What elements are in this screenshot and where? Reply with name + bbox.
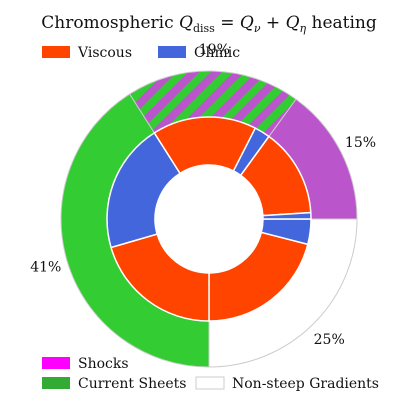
percent-label-current-sheets: 41% [30, 259, 61, 275]
legend-label-shocks: Shocks [78, 356, 129, 372]
percent-label-non-steep-gradients: 25% [314, 332, 345, 348]
legend-bottom: Shocks Current Sheets Non-steep Gradient… [42, 356, 379, 392]
legend-label-non-steep-gradients: Non-steep Gradients [232, 376, 379, 392]
legend-label-current-sheets: Current Sheets [78, 376, 186, 392]
legend-swatch-ohmic [158, 46, 186, 58]
percent-label-current-sheets-shocks: 19% [199, 42, 230, 58]
inner-slice-shocks-ohmic [262, 211, 312, 220]
percent-label-shocks: 15% [345, 135, 376, 151]
percent-labels: 25% 41% 19% 15% [30, 42, 376, 348]
legend-swatch-shocks [42, 357, 70, 369]
inner-ring [106, 116, 312, 322]
legend-label-ohmic: Ohmic [194, 45, 240, 61]
legend-swatch-current-sheets [42, 377, 70, 389]
legend-swatch-non-steep-gradients [195, 376, 225, 390]
chart-title: Chromospheric Qdiss = Qν + Qη heating [41, 13, 377, 35]
outer-ring [60, 70, 358, 368]
legend-swatch-viscous [42, 46, 70, 58]
legend-label-viscous: Viscous [77, 45, 132, 61]
legend-top: Viscous Ohmic [42, 45, 240, 61]
